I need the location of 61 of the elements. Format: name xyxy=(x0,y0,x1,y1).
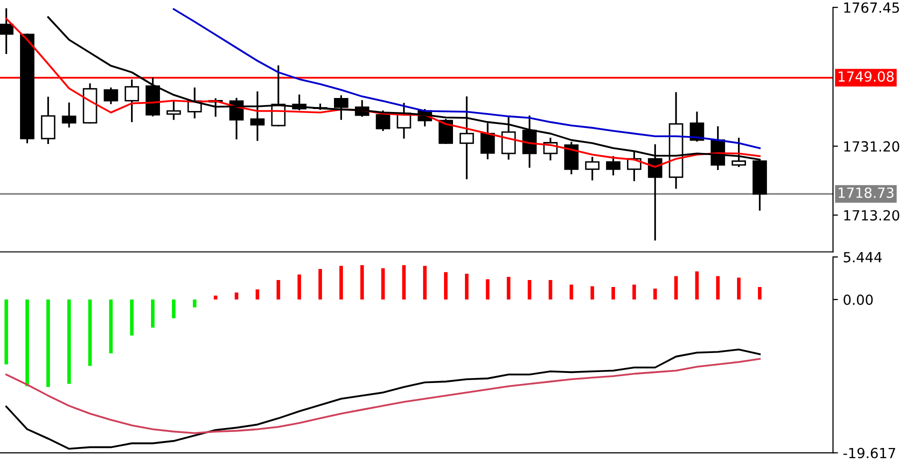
bar xyxy=(298,274,302,300)
bar xyxy=(25,300,29,386)
line-series xyxy=(172,8,761,150)
bar xyxy=(88,300,92,366)
bar xyxy=(318,269,322,300)
bar xyxy=(151,300,155,328)
candlestick xyxy=(0,8,14,54)
bar xyxy=(486,279,490,300)
bar xyxy=(381,268,385,300)
bar xyxy=(402,265,406,300)
candlestick xyxy=(376,110,390,131)
bar xyxy=(632,284,636,300)
bar xyxy=(653,288,657,300)
bar xyxy=(214,296,218,300)
y-tick-label: -19.617 xyxy=(843,448,896,458)
bar xyxy=(172,300,176,318)
bar xyxy=(234,292,238,300)
bar xyxy=(67,300,71,384)
candlestick xyxy=(166,101,181,120)
candlestick xyxy=(438,118,453,144)
candlestick xyxy=(606,156,620,176)
y-tick-label: 0.00 xyxy=(844,294,873,305)
candlestick xyxy=(690,112,704,142)
bar xyxy=(506,276,510,300)
bar xyxy=(130,300,134,336)
bar xyxy=(674,276,678,300)
bar xyxy=(737,278,741,300)
y-tick-label: 1731.20 xyxy=(844,141,900,152)
y-tick-label: 1767.45 xyxy=(844,2,899,13)
bar xyxy=(339,266,343,300)
y-tick-label: 1713.20 xyxy=(844,210,900,221)
y-tick-label: 5.444 xyxy=(844,252,882,262)
bar xyxy=(46,300,50,388)
candlestick xyxy=(62,102,76,128)
bar xyxy=(611,287,616,300)
line-series xyxy=(5,358,761,434)
bar xyxy=(109,300,113,354)
ref-line-label: 1718.73 xyxy=(838,187,894,198)
bar xyxy=(528,280,532,300)
candlestick xyxy=(124,80,140,122)
candlestick xyxy=(104,88,118,104)
bar xyxy=(464,274,469,300)
candlestick xyxy=(585,156,600,180)
line-series xyxy=(5,348,761,450)
bar xyxy=(758,287,762,300)
bar xyxy=(256,289,260,300)
candlestick xyxy=(334,95,348,120)
bar xyxy=(192,300,196,308)
bar xyxy=(695,271,699,300)
ref-line-label: 1749.08 xyxy=(838,71,894,82)
bar xyxy=(423,266,427,300)
bar xyxy=(548,280,552,300)
bar xyxy=(444,272,448,300)
candlestick xyxy=(250,91,265,141)
bar xyxy=(360,265,364,300)
bar xyxy=(276,280,280,300)
bar xyxy=(4,300,8,364)
candlestick xyxy=(40,96,56,144)
bar xyxy=(570,284,574,300)
bar xyxy=(716,276,720,300)
bar xyxy=(590,286,594,300)
